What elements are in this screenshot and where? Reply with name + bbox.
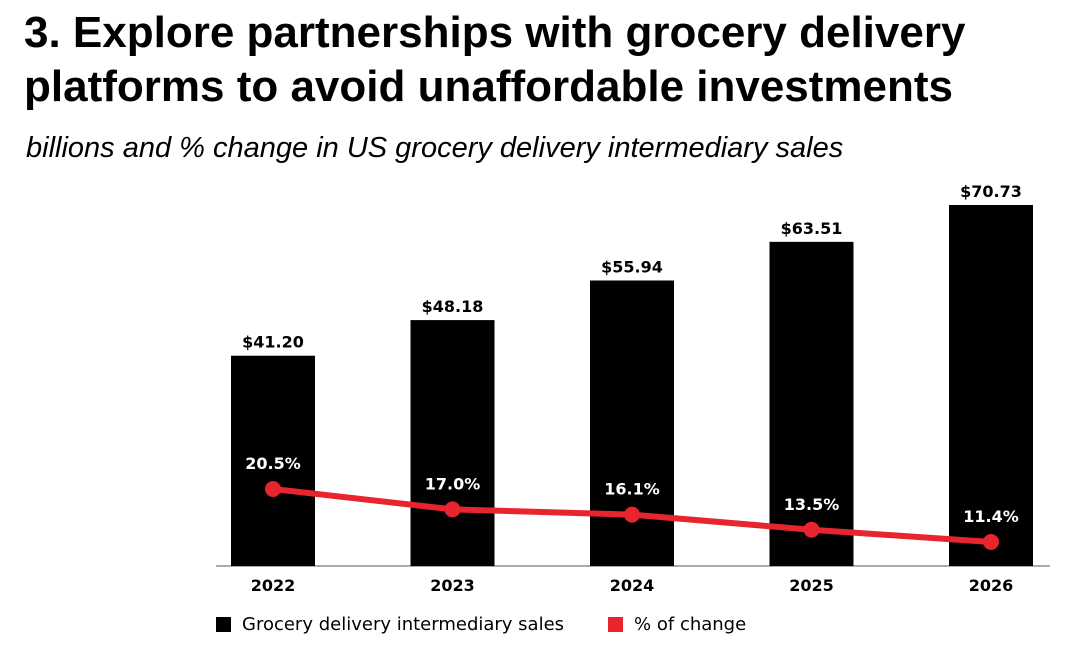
bar-2024 [590,280,674,566]
change-point-2022 [265,481,281,497]
change-line-series: 20.5% 17.0% 16.1% 13.5% 11.4% [245,454,1019,550]
legend-swatch-change [608,616,624,632]
change-label-2024: 16.1% [604,480,660,499]
bar-2023 [410,320,495,566]
change-label-2022: 20.5% [245,454,301,473]
x-tick-label-2026: 2026 [969,576,1014,595]
change-label-2026: 11.4% [963,507,1019,526]
change-point-2026 [983,534,999,550]
legend-label-change: % of change [634,613,747,635]
bar-value-label-2022: $41.20 [242,333,304,352]
chart-subtitle: billions and % change in US grocery deli… [26,132,844,164]
legend-item-change: % of change [608,614,746,635]
change-point-2025 [803,521,820,538]
bar-2025 [769,241,854,566]
chart-title-line-1: 3. Explore partnerships with grocery del… [24,8,966,57]
legend: Grocery delivery intermediary sales % of… [216,611,790,637]
bar-series [231,205,1033,566]
change-label-2025: 13.5% [784,495,840,514]
bar-value-label-2024: $55.94 [601,257,663,276]
x-tick-label-2024: 2024 [610,576,655,595]
chart-title: 3. Explore partnerships with grocery del… [24,6,1064,114]
legend-swatch-sales [216,616,231,632]
bar-value-labels: $41.20 $48.18 $55.94 $63.51 $70.73 [242,182,1022,352]
change-point-2024 [624,506,640,523]
bar-value-label-2026: $70.73 [960,182,1022,201]
bar-2022 [231,355,315,566]
bar-value-label-2025: $63.51 [781,219,843,238]
change-label-2023: 17.0% [425,474,481,493]
x-tick-label-2023: 2023 [430,576,475,595]
x-tick-label-2025: 2025 [789,576,834,595]
x-tick-label-2022: 2022 [251,576,296,595]
bar-value-label-2023: $48.18 [422,297,484,316]
legend-item-sales: Grocery delivery intermediary sales [216,614,564,635]
bar-2026 [949,205,1033,566]
chart-title-line-2: platforms to avoid unaffordable investme… [24,62,954,111]
change-point-2023 [444,501,461,518]
legend-label-sales: Grocery delivery intermediary sales [242,613,565,635]
x-axis-tick-labels: 2022 2023 2024 2025 2026 [251,576,1014,595]
